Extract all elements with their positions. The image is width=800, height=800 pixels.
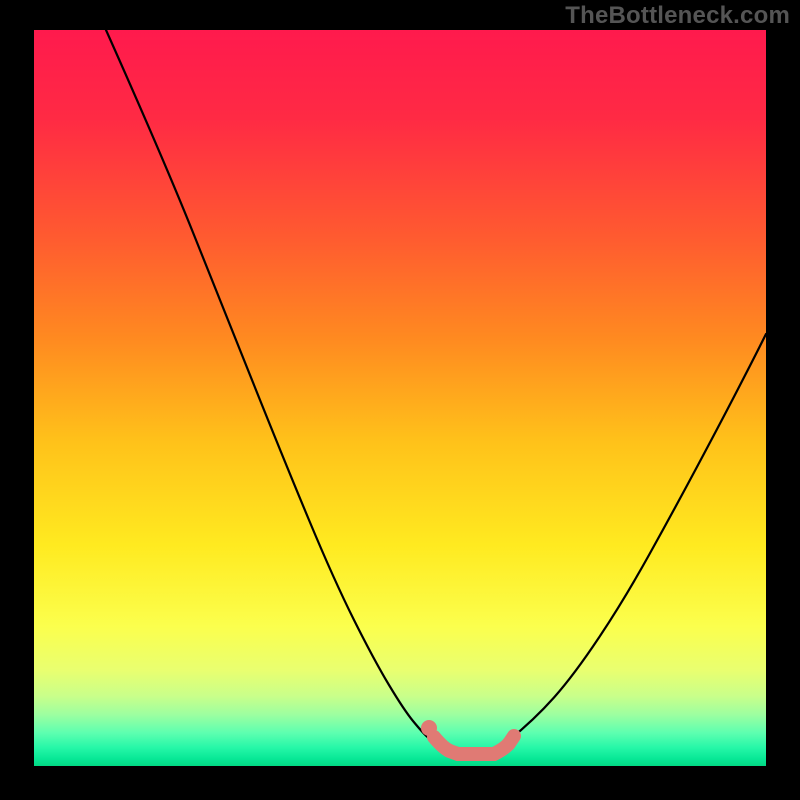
curve-layer: [34, 30, 766, 766]
watermark-text: TheBottleneck.com: [565, 2, 790, 30]
highlight-segment-2: [494, 736, 514, 754]
curve-left: [106, 30, 432, 741]
plot-area: [34, 30, 766, 766]
curve-right: [508, 334, 766, 741]
